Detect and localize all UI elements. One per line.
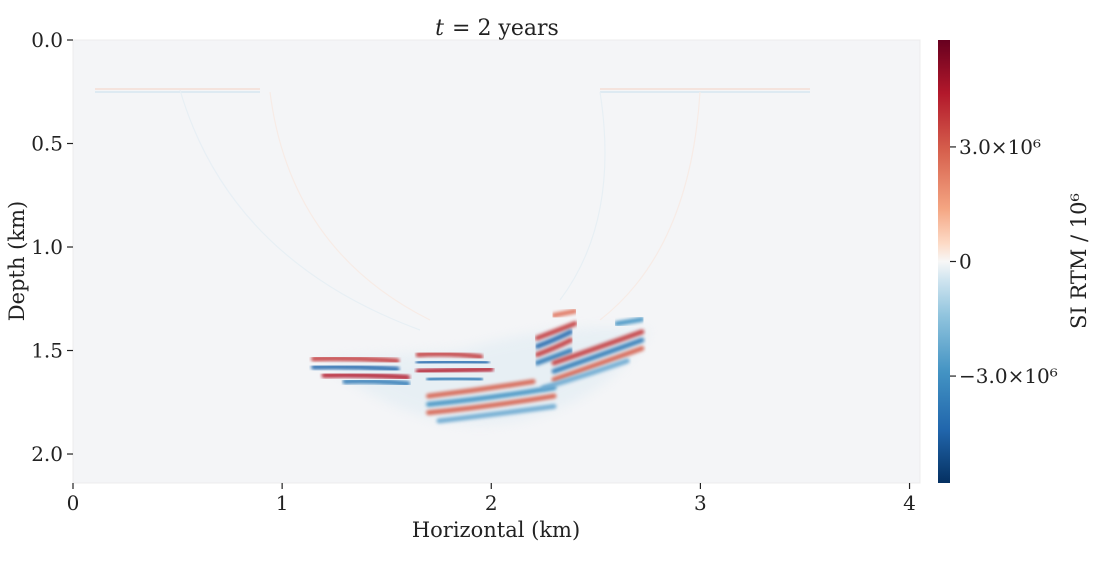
plot-frame (72, 39, 921, 484)
reflector-event (614, 316, 645, 327)
reflector-event (321, 372, 411, 380)
reflector-event (415, 351, 484, 360)
colorbar (938, 40, 950, 483)
reflector-event (311, 364, 400, 372)
y-tick-label: 2.0 (31, 442, 63, 466)
reflector-event (534, 337, 574, 358)
y-tick-label: 1.0 (31, 235, 63, 259)
reflector-event (415, 366, 494, 374)
y-axis: 0.0 0.5 1.0 1.5 2.0 (31, 28, 73, 466)
reflector-event (426, 393, 557, 416)
reflector-event (426, 379, 536, 399)
shallow-artifacts (95, 88, 810, 331)
title-rest: = 2 years (452, 16, 559, 41)
x-tick-label: 3 (694, 491, 707, 515)
y-tick-label: 0.5 (31, 132, 63, 156)
y-tick-label: 1.5 (31, 339, 63, 363)
colorbar-tick-label: 3.0×10⁶ (959, 135, 1041, 159)
reflector-event (342, 378, 411, 387)
x-axis: 0 1 2 3 4 (67, 483, 916, 515)
x-axis-label: Horizontal (km) (412, 518, 580, 542)
reflector-event (534, 329, 574, 349)
reflector-layer (311, 308, 645, 424)
title-variable: t (435, 16, 444, 41)
reflector-event (436, 403, 557, 424)
reflector-event (415, 359, 490, 366)
reflector-event (311, 356, 400, 364)
colorbar-ticks: 3.0×10⁶ 0 −3.0×10⁶ (950, 135, 1058, 388)
reflector-event (551, 308, 578, 318)
x-tick-label: 2 (485, 491, 498, 515)
colorbar-tick-label: −3.0×10⁶ (959, 364, 1058, 388)
colorbar-tick-label: 0 (959, 250, 972, 274)
x-tick-label: 1 (276, 491, 289, 515)
colorbar-label: SI RTM / 10⁶ (1067, 193, 1091, 329)
x-tick-label: 0 (67, 491, 80, 515)
reflector-event (534, 348, 574, 366)
y-axis-label: Depth (km) (5, 201, 29, 321)
reflector-event (426, 385, 557, 407)
y-tick-label: 0.0 (31, 28, 63, 52)
reflector-event (534, 321, 578, 341)
reflector-event (551, 345, 645, 382)
reflector-event (551, 337, 645, 374)
reflector-event (551, 329, 645, 366)
reflector-event (426, 375, 484, 382)
reflector-event (541, 358, 630, 391)
x-tick-label: 4 (903, 491, 916, 515)
chart-title: t = 2 years (435, 16, 559, 41)
